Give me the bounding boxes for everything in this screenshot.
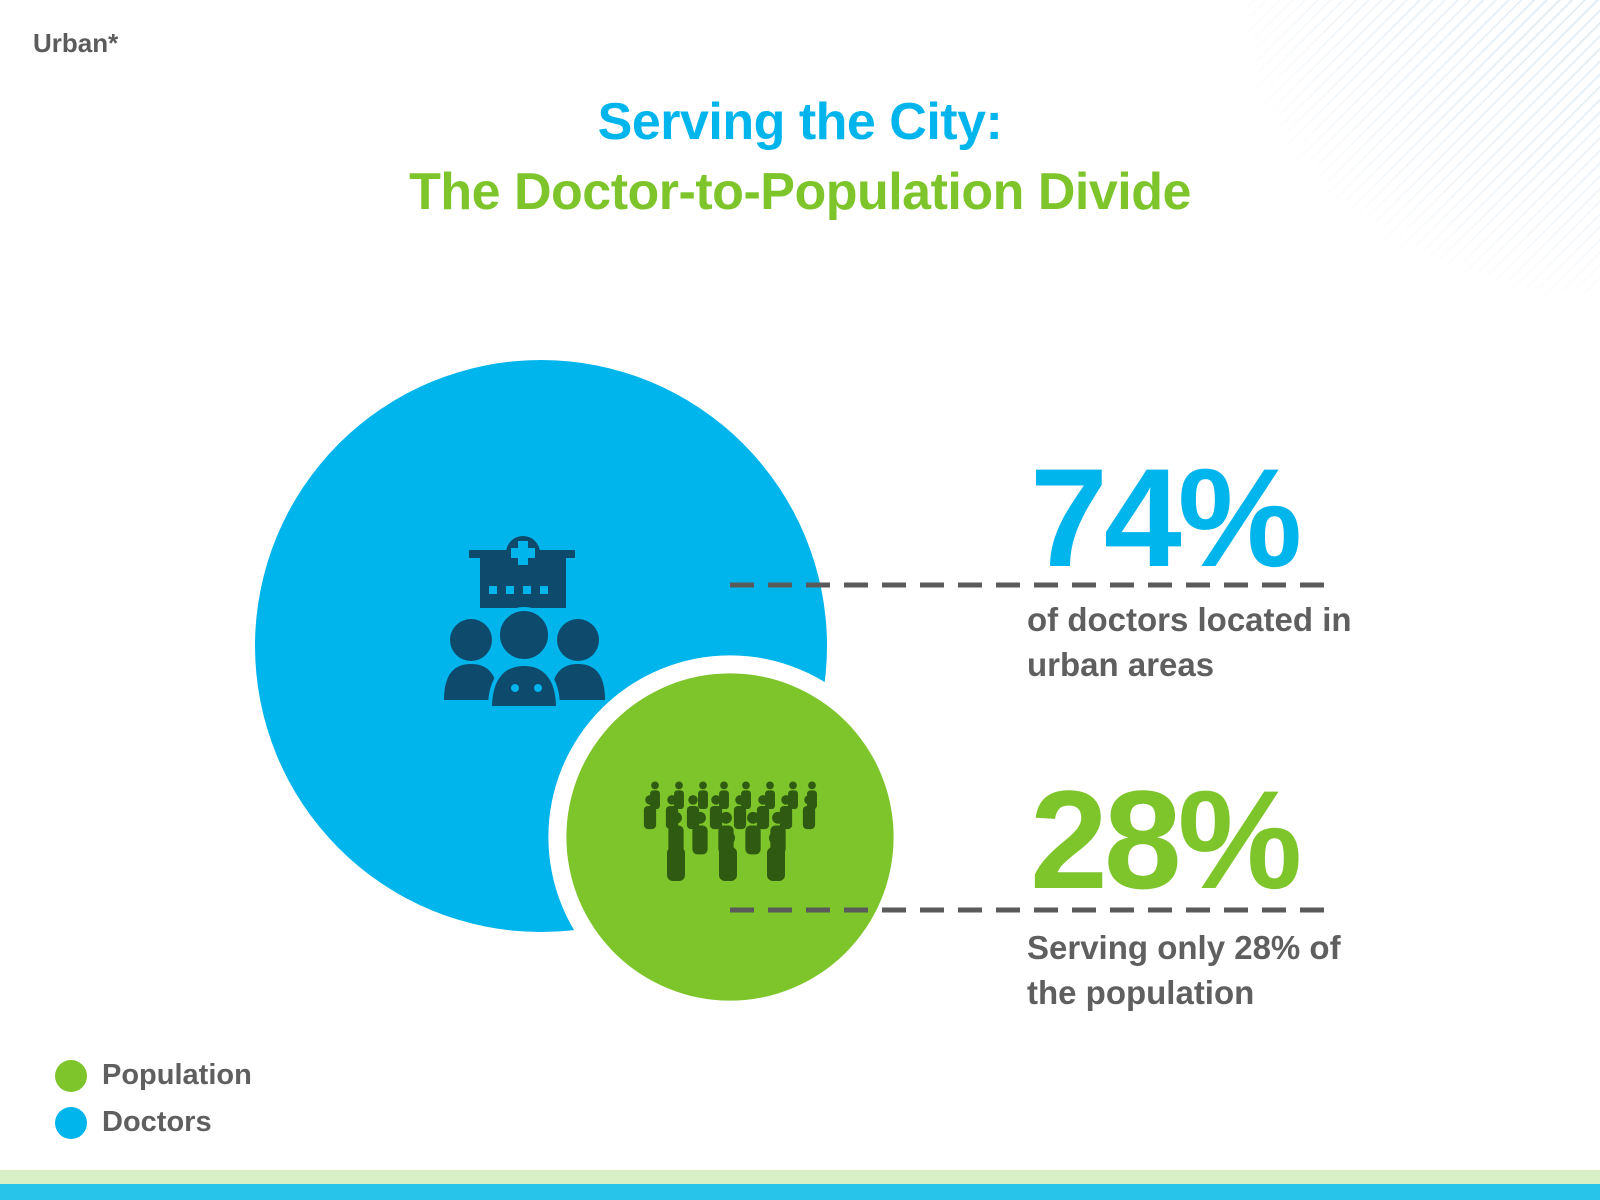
- crowd-person-body: [765, 790, 775, 810]
- crowd-person-body: [667, 847, 685, 881]
- crowd-person-head: [667, 795, 677, 805]
- crowd-person-head: [766, 781, 774, 790]
- crowd-person-head: [675, 781, 683, 790]
- legend-swatch-doctors: [55, 1106, 87, 1139]
- crowd-person-body: [756, 805, 770, 830]
- hospital-doctors-icon: [444, 536, 605, 710]
- crowd-person-body: [745, 825, 761, 855]
- legend-item-doctors: Doctors: [55, 1099, 252, 1146]
- crowd-person-body: [802, 805, 816, 830]
- crowd-person-head: [720, 781, 728, 790]
- crowd-person-head: [804, 795, 814, 805]
- legend-swatch-population: [55, 1059, 87, 1092]
- crowd-person-head: [651, 781, 659, 790]
- footer-band-light: [0, 1170, 1600, 1184]
- crowd-person-body: [719, 790, 729, 810]
- crowd-person-head: [789, 781, 797, 790]
- crowd-person-body: [741, 790, 751, 810]
- crowd-person-body: [709, 805, 723, 830]
- crowd-person-head: [645, 795, 655, 805]
- crowd-person-body: [779, 805, 793, 830]
- population-caption: Serving only 28% of the population: [1027, 929, 1341, 1011]
- population-percentage: 28%: [1030, 761, 1302, 918]
- footer-band-blue: [0, 1184, 1600, 1200]
- corner-tag: Urban*: [33, 28, 119, 58]
- crowd-person-head: [758, 795, 768, 805]
- crowd-person-head: [781, 795, 791, 805]
- crowd-person-body: [698, 790, 708, 810]
- crowd-person-body: [674, 790, 684, 810]
- crowd-person-head: [721, 831, 735, 845]
- crowd-person-head: [670, 811, 682, 824]
- crowd-person-body: [650, 790, 660, 810]
- crowd-person-head: [808, 781, 816, 790]
- crowd-person-head: [747, 811, 759, 824]
- title-line-2: The Doctor-to-Population Divide: [409, 163, 1191, 221]
- legend-label-population: Population: [102, 1059, 252, 1091]
- crowd-person-head: [769, 831, 783, 845]
- crowd-person-head: [699, 781, 707, 790]
- crowd-person-head: [669, 831, 683, 845]
- corner-dot-pattern: [1240, 0, 1600, 300]
- crowd-person-head: [720, 811, 732, 824]
- crowd-icon: [643, 781, 817, 881]
- crowd-person-head: [742, 781, 750, 790]
- crowd-person-head: [688, 795, 698, 805]
- crowd-person-body: [643, 805, 657, 830]
- crowd-person-head: [694, 811, 706, 824]
- crowd-person-body: [692, 825, 708, 855]
- crowd-person-body: [733, 805, 747, 830]
- legend-label-doctors: Doctors: [102, 1106, 212, 1138]
- doctors-percentage: 74%: [1030, 439, 1302, 596]
- crowd-person-head: [735, 795, 745, 805]
- title-line-1: Serving the City:: [597, 93, 1003, 151]
- crowd-person-head: [772, 811, 784, 824]
- doctors-caption: of doctors located in urban areas: [1027, 601, 1352, 683]
- crowd-person-body: [767, 847, 785, 881]
- crowd-person-head: [711, 795, 721, 805]
- crowd-person-body: [719, 847, 737, 881]
- crowd-person-body: [788, 790, 798, 810]
- crowd-person-body: [686, 805, 700, 830]
- legend-item-population: Population: [55, 1052, 252, 1099]
- legend: Population Doctors: [55, 1052, 252, 1146]
